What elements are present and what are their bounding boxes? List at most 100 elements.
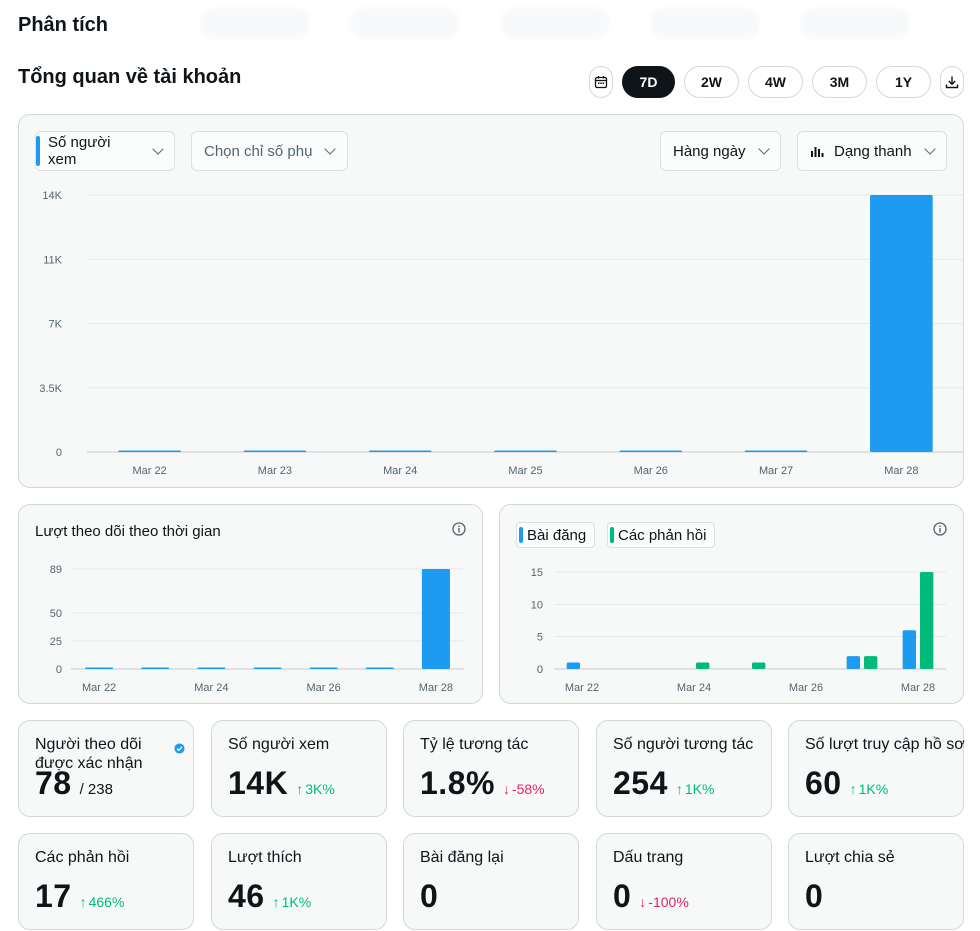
y-tick-label: 50 (50, 608, 62, 620)
stat-delta-value: 466% (88, 894, 125, 910)
y-tick-label: 10 (531, 599, 543, 611)
calendar-button[interactable] (589, 66, 613, 98)
x-tick-label: Mar 24 (383, 465, 417, 477)
followers-bar-chart: 0 25 50 89 Mar 22 Mar 24 Mar 26 Mar 28 (50, 564, 464, 694)
stat-label: Số người tương tác (613, 736, 754, 753)
x-tick-label: Mar 22 (133, 465, 167, 477)
stat-label: Lượt thích (228, 849, 302, 866)
download-button[interactable] (940, 66, 964, 98)
chart-bar (870, 195, 933, 452)
arrow-up-icon: ↑ (675, 781, 683, 797)
stat-value-row: 1.8% ↓ -58% (420, 765, 545, 802)
download-icon (945, 76, 959, 89)
stat-delta: ↑ 1K% (676, 781, 715, 797)
chart-bar (365, 667, 394, 669)
stat-replies[interactable]: Các phản hồi 17 ↑ 466% (18, 833, 194, 930)
arrow-up-icon: ↑ (272, 894, 280, 910)
y-tick-label: 3.5K (39, 383, 62, 395)
y-tick-label: 15 (531, 567, 543, 579)
stat-value: 46 (228, 878, 265, 914)
stat-engaged-users[interactable]: Số người tương tác 254 ↑ 1K% (596, 720, 772, 817)
legend-replies[interactable]: Các phản hồi (607, 522, 716, 548)
chart-bar (752, 662, 766, 669)
chart-bar (253, 667, 282, 669)
followers-panel: Lượt theo dõi theo thời gian 0 25 50 89 Mar … (18, 504, 483, 704)
stat-label: Tỷ lệ tương tác (420, 736, 529, 753)
chart-type-select[interactable]: Dạng thanh (797, 131, 947, 171)
stat-value-row: 17 ↑ 466% (35, 878, 124, 915)
secondary-metric-label: Chọn chỉ số phụ (204, 142, 313, 160)
y-tick-label: 5 (537, 632, 543, 644)
y-tick-label: 11K (43, 254, 62, 266)
stat-delta-value: 3K% (305, 781, 335, 797)
stat-value: 14K (228, 765, 289, 801)
stat-delta-value: -58% (511, 781, 545, 797)
chart-bar (902, 630, 916, 669)
arrow-down-icon: ↓ (639, 894, 647, 910)
chart-bar (197, 667, 226, 669)
range-1y-button[interactable]: 1Y (876, 66, 931, 98)
x-tick-label: Mar 24 (677, 682, 711, 694)
stat-delta: ↑ 3K% (296, 781, 335, 797)
stat-likes[interactable]: Lượt thích 46 ↑ 1K% (211, 833, 387, 930)
stat-shares[interactable]: Lượt chia sẻ 0 (788, 833, 964, 930)
x-tick-label: Mar 27 (759, 465, 793, 477)
stat-value: 78 (35, 765, 72, 801)
calendar-icon (594, 76, 608, 89)
interval-label: Hàng ngày (673, 142, 746, 160)
stat-delta: ↑ 466% (80, 894, 125, 910)
primary-metric-select[interactable]: Số người xem (35, 131, 175, 171)
stat-value: 0 (613, 878, 632, 914)
stat-profile-visits[interactable]: Số lượt truy cập hồ sơ 60 ↑ 1K% (788, 720, 965, 817)
stat-delta-value: -100% (648, 894, 689, 910)
chart-bar (566, 662, 580, 669)
secondary-metric-select[interactable]: Chọn chỉ số phụ (191, 131, 348, 171)
range-2w-button[interactable]: 2W (684, 66, 739, 98)
info-icon[interactable] (452, 522, 466, 536)
chart-bar (368, 450, 432, 452)
arrow-down-icon: ↓ (502, 781, 510, 797)
range-4w-button[interactable]: 4W (748, 66, 803, 98)
chart-type-label: Dạng thanh (834, 142, 912, 160)
legend-replies-label: Các phản hồi (618, 526, 707, 544)
stat-reposts[interactable]: Bài đăng lại 0 (403, 833, 579, 930)
x-tick-label: Mar 26 (634, 465, 668, 477)
chart-bar (846, 656, 860, 669)
interval-select[interactable]: Hàng ngày (660, 131, 781, 171)
stat-value: 0 (420, 878, 439, 914)
legend-posts[interactable]: Bài đăng (516, 522, 596, 548)
chart-bar (920, 572, 934, 669)
chart-bar (85, 667, 114, 669)
stat-delta: ↑ 1K% (850, 781, 889, 797)
chart-bar (421, 569, 450, 669)
x-tick-label: Mar 26 (789, 682, 823, 694)
bar-chart-icon (811, 147, 824, 157)
x-tick-label: Mar 23 (258, 465, 292, 477)
stat-engagement-rate[interactable]: Tỷ lệ tương tác 1.8% ↓ -58% (403, 720, 579, 817)
stat-label: Số lượt truy cập hồ sơ (805, 736, 965, 753)
views-bar-chart: 0 3.5K 7K 11K 14K Mar 22 Mar 23 Mar 24 Mar 25 Mar… (39, 190, 963, 477)
stat-value-row: 78 / 238 (35, 765, 113, 802)
section-title: Tổng quan về tài khoản (18, 66, 242, 88)
y-tick-label: 14K (42, 190, 62, 202)
range-7d-button[interactable]: 7D (622, 66, 675, 98)
followers-panel-title: Lượt theo dõi theo thời gian (35, 523, 221, 540)
blurred-tab (200, 8, 310, 38)
range-3m-button[interactable]: 3M (812, 66, 867, 98)
stat-value-row: 254 ↑ 1K% (613, 765, 714, 802)
stat-label: Số người xem (228, 736, 330, 753)
chart-bar (309, 667, 338, 669)
stat-viewers[interactable]: Số người xem 14K ↑ 3K% (211, 720, 387, 817)
primary-metric-label: Số người xem (48, 134, 111, 168)
stat-value-row: 0 ↓ -100% (613, 878, 689, 915)
stat-verified-followers[interactable]: Người theo dõi được xác nhận 78 / 238 (18, 720, 194, 817)
stat-label: Bài đăng lại (420, 849, 504, 866)
main-chart-card: Số người xem Chọn chỉ số phụ Hàng ngày D… (18, 114, 964, 488)
stat-value-row: 46 ↑ 1K% (228, 878, 311, 915)
x-tick-label: Mar 28 (884, 465, 918, 477)
legend-posts-label: Bài đăng (527, 526, 587, 544)
y-tick-label: 89 (50, 564, 62, 576)
stat-bookmarks[interactable]: Dấu trang 0 ↓ -100% (596, 833, 772, 930)
info-icon[interactable] (933, 522, 947, 536)
stat-value-row: 60 ↑ 1K% (805, 765, 888, 802)
